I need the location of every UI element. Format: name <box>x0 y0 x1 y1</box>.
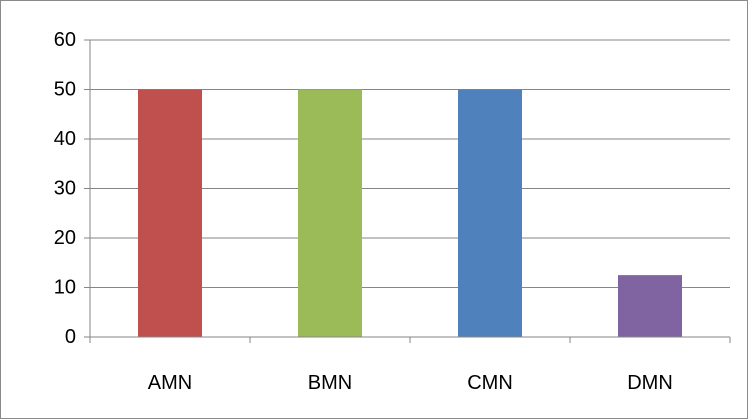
bars <box>138 89 682 337</box>
y-tick-label: 0 <box>65 326 76 348</box>
y-tick-label: 60 <box>54 29 76 51</box>
axes <box>84 39 731 343</box>
y-tick-labels: 0 10 20 30 40 50 60 <box>54 29 76 348</box>
bar-cmn <box>458 89 522 337</box>
y-tick-label: 40 <box>54 128 76 150</box>
y-tick-label: 20 <box>54 227 76 249</box>
y-tick-label: 50 <box>54 79 76 101</box>
x-tick-label: BMN <box>308 372 352 394</box>
x-tick-label: AMN <box>148 372 192 394</box>
bar-dmn <box>618 275 682 337</box>
x-tick-labels: AMN BMN CMN DMN <box>148 372 673 394</box>
x-tick-label: CMN <box>467 372 513 394</box>
bar-bmn <box>298 89 362 337</box>
x-tick-label: DMN <box>627 372 673 394</box>
bar-amn <box>138 89 202 337</box>
y-tick-label: 10 <box>54 277 76 299</box>
y-tick-label: 30 <box>54 178 76 200</box>
